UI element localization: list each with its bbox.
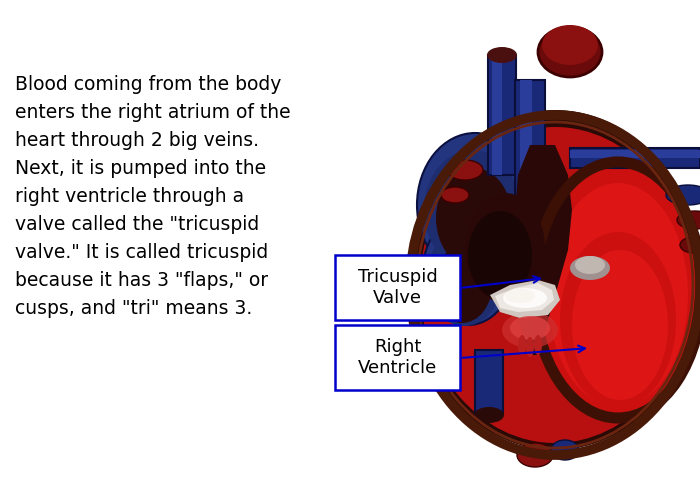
Ellipse shape bbox=[423, 215, 513, 325]
Polygon shape bbox=[520, 80, 532, 200]
Ellipse shape bbox=[420, 127, 690, 443]
Ellipse shape bbox=[426, 230, 502, 326]
Ellipse shape bbox=[666, 185, 700, 205]
Ellipse shape bbox=[534, 335, 542, 355]
Ellipse shape bbox=[410, 110, 700, 450]
Ellipse shape bbox=[677, 211, 700, 229]
Polygon shape bbox=[512, 145, 572, 355]
Ellipse shape bbox=[424, 150, 520, 270]
Ellipse shape bbox=[548, 183, 688, 407]
Ellipse shape bbox=[526, 337, 534, 357]
Ellipse shape bbox=[465, 193, 545, 303]
Ellipse shape bbox=[447, 160, 483, 180]
Ellipse shape bbox=[441, 187, 469, 203]
Ellipse shape bbox=[570, 256, 610, 280]
Ellipse shape bbox=[417, 133, 533, 277]
Polygon shape bbox=[475, 350, 503, 415]
Ellipse shape bbox=[533, 165, 697, 415]
Ellipse shape bbox=[487, 47, 517, 63]
Polygon shape bbox=[488, 55, 516, 175]
Polygon shape bbox=[495, 283, 554, 312]
Ellipse shape bbox=[572, 250, 668, 400]
Ellipse shape bbox=[680, 237, 700, 253]
Ellipse shape bbox=[560, 232, 676, 408]
Ellipse shape bbox=[502, 312, 558, 348]
FancyBboxPatch shape bbox=[335, 325, 460, 390]
Ellipse shape bbox=[474, 407, 504, 423]
Text: Blood coming from the body
enters the right atrium of the
heart through 2 big ve: Blood coming from the body enters the ri… bbox=[15, 75, 290, 318]
Ellipse shape bbox=[517, 443, 553, 467]
Ellipse shape bbox=[510, 316, 550, 340]
Ellipse shape bbox=[518, 335, 526, 355]
Ellipse shape bbox=[542, 25, 598, 65]
Text: Tricuspid
Valve: Tricuspid Valve bbox=[358, 268, 438, 307]
Polygon shape bbox=[570, 150, 700, 158]
Text: Right
Ventricle: Right Ventricle bbox=[358, 338, 437, 377]
Ellipse shape bbox=[503, 288, 547, 308]
Ellipse shape bbox=[436, 168, 512, 268]
Ellipse shape bbox=[505, 289, 535, 303]
Ellipse shape bbox=[468, 211, 532, 299]
Polygon shape bbox=[570, 148, 700, 168]
Ellipse shape bbox=[538, 27, 602, 77]
Polygon shape bbox=[492, 55, 502, 175]
FancyBboxPatch shape bbox=[335, 255, 460, 320]
Ellipse shape bbox=[575, 256, 605, 274]
Polygon shape bbox=[490, 280, 560, 318]
Ellipse shape bbox=[551, 440, 579, 460]
Ellipse shape bbox=[432, 247, 492, 323]
Polygon shape bbox=[515, 80, 545, 200]
